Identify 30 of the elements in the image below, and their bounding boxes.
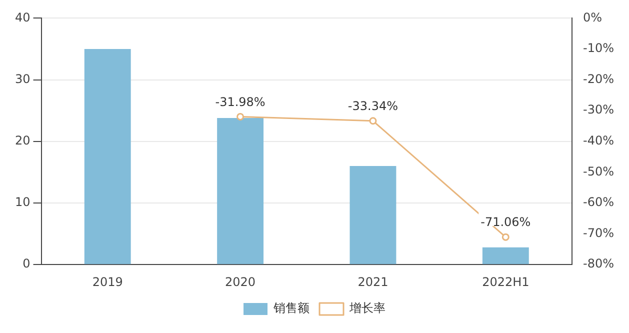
data-label: -71.06%: [480, 215, 531, 230]
legend-label: 销售额: [272, 301, 310, 316]
point: [502, 233, 510, 241]
y2-tick-label: -60%: [583, 195, 614, 210]
y2-tick-label: -30%: [583, 102, 614, 117]
bar: [84, 49, 131, 264]
y-tick-label: 30: [14, 72, 30, 86]
y2-tick-label: -40%: [583, 134, 614, 148]
y2-tick-label: -80%: [583, 256, 614, 271]
legend-label: 增长率: [348, 301, 386, 316]
data-label: -31.98%: [215, 94, 266, 109]
point: [236, 112, 244, 120]
y-tick-label: 20: [14, 134, 30, 148]
x-tick-label: 2022H1: [482, 274, 530, 289]
x-tick-label: 2020: [225, 274, 256, 289]
bar: [482, 247, 529, 264]
bar: [217, 118, 264, 264]
bar: [350, 166, 396, 264]
y2-tick-label: -20%: [583, 72, 614, 86]
y2-tick-label: -10%: [583, 41, 614, 56]
x-tick-label: 2021: [358, 274, 388, 289]
data-label: -33.34%: [348, 99, 398, 114]
y-tick-label: 10: [14, 195, 30, 210]
y2-tick-label: -50%: [583, 164, 614, 178]
y-tick-label: 40: [14, 10, 30, 24]
y2-tick-label: 0%: [583, 10, 602, 24]
x-tick-label: 2019: [92, 274, 123, 289]
y-tick-label: 0: [22, 256, 30, 271]
point: [369, 117, 377, 125]
y2-tick-label: -70%: [583, 226, 614, 240]
